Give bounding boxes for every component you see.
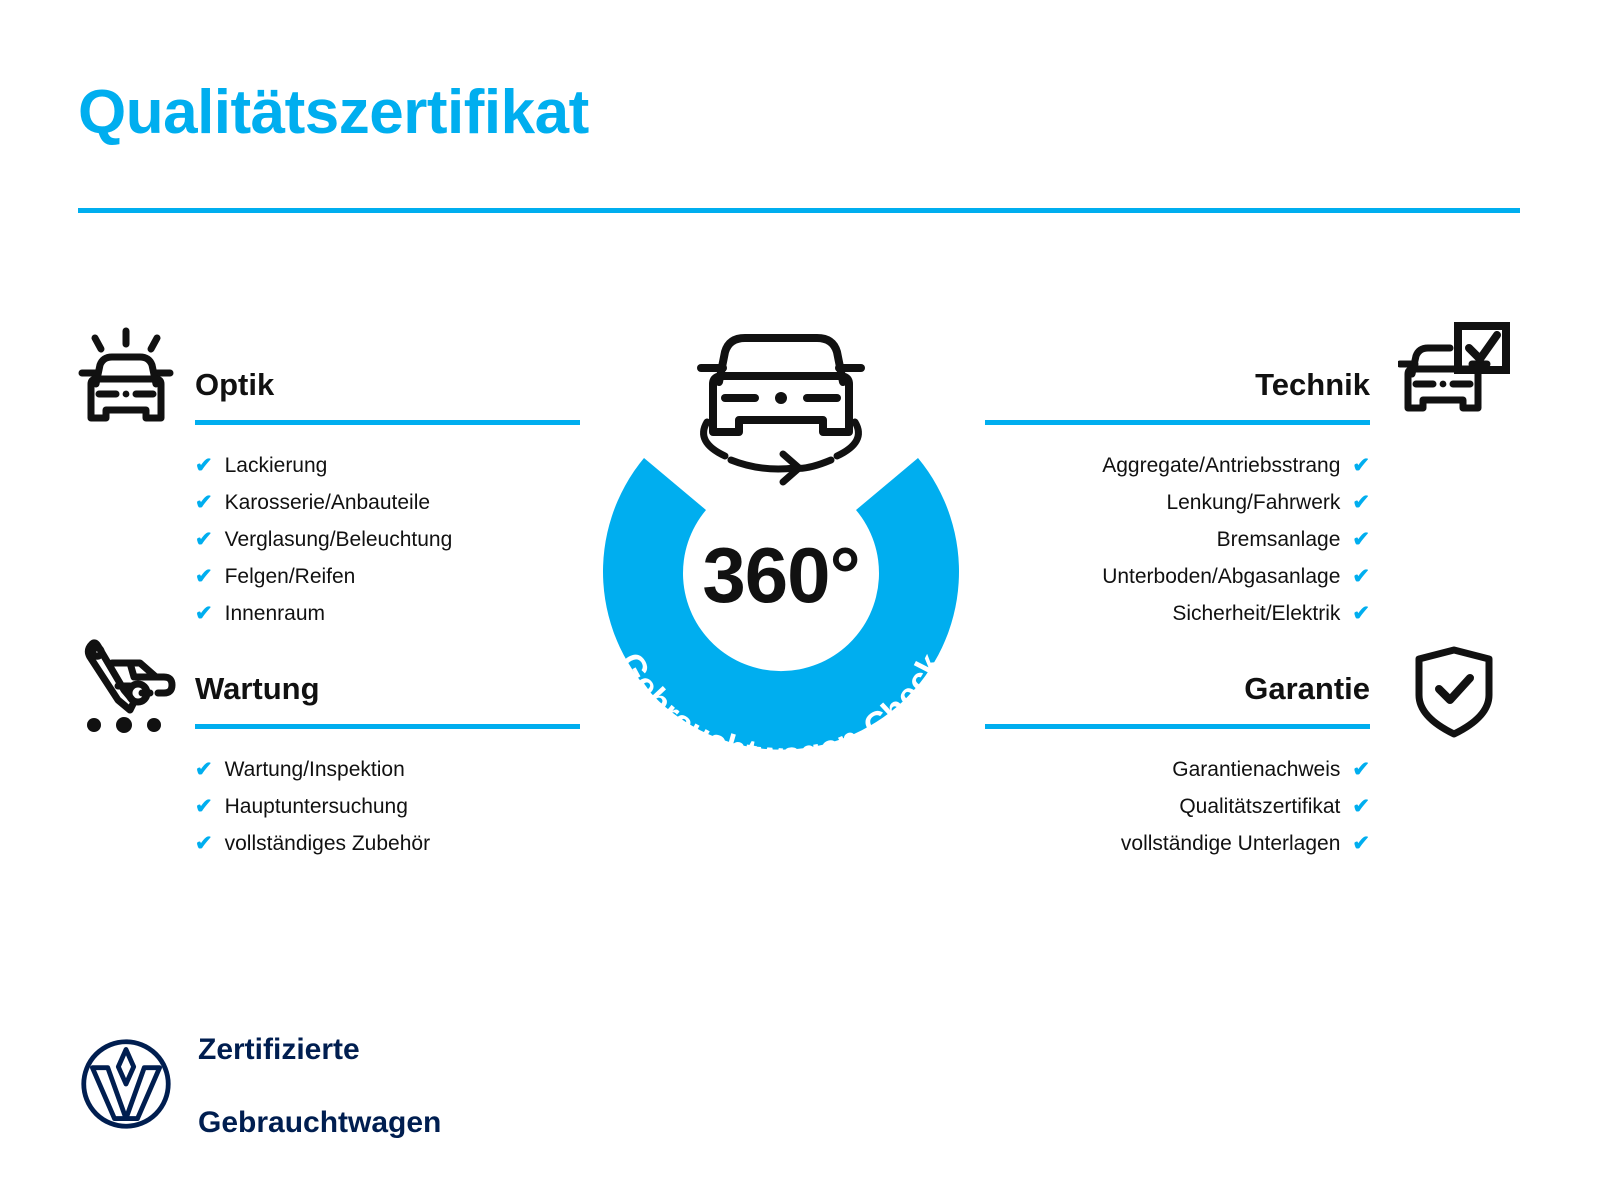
list-item: ✔ Lackierung — [195, 447, 580, 484]
list-item: Aggregate/Antriebsstrang ✔ — [985, 447, 1370, 484]
check-icon: ✔ — [1352, 491, 1370, 514]
footer-line-1: Zertifizierte — [198, 1032, 360, 1066]
list-item: ✔ Wartung/Inspektion — [195, 751, 580, 788]
list-item: Sicherheit/Elektrik ✔ — [985, 595, 1370, 632]
badge-ring — [603, 458, 959, 750]
list-item: ✔ Felgen/Reifen — [195, 558, 580, 595]
title-divider — [78, 208, 1520, 213]
list-item: Qualitätszertifikat ✔ — [985, 788, 1370, 825]
footer: Zertifizierte Gebrauchtwagen — [78, 995, 441, 1178]
list-item: ✔ Innenraum — [195, 595, 580, 632]
section-technik: Technik Aggregate/Antriebsstrang ✔ Lenkun… — [985, 363, 1370, 632]
check-icon: ✔ — [1352, 602, 1370, 625]
list-item-label: Lenkung/Fahrwerk — [1166, 491, 1341, 514]
section-divider — [195, 724, 580, 729]
check-icon: ✔ — [195, 565, 213, 588]
list-item: vollständige Unterlagen ✔ — [985, 825, 1370, 862]
list-item-label: Karosserie/Anbauteile — [224, 491, 431, 514]
list-item: Unterboden/Abgasanlage ✔ — [985, 558, 1370, 595]
section-header: Wartung — [195, 667, 580, 729]
list-item-label: Sicherheit/Elektrik — [1172, 602, 1341, 625]
section-title-garantie: Garantie — [1244, 671, 1370, 706]
car-front-checkbox-icon — [1396, 322, 1510, 427]
check-icon: ✔ — [195, 795, 213, 818]
section-title-technik: Technik — [1255, 367, 1370, 402]
shield-check-icon — [1412, 645, 1496, 744]
list-item-label: Unterboden/Abgasanlage — [1102, 565, 1341, 588]
checklist-garantie: Garantienachweis ✔ Qualitätszertifikat ✔ v… — [985, 751, 1370, 862]
section-header: Optik — [195, 363, 580, 425]
checklist-technik: Aggregate/Antriebsstrang ✔ Lenkung/Fahrwe… — [985, 447, 1370, 632]
list-item-label: Hauptuntersuchung — [224, 795, 408, 818]
check-icon: ✔ — [1352, 528, 1370, 551]
section-header: Technik — [985, 363, 1370, 425]
list-item: ✔ vollständiges Zubehör — [195, 825, 580, 862]
car-front-rotate-icon — [697, 334, 865, 486]
check-icon: ✔ — [1352, 565, 1370, 588]
list-item-label: vollständige Unterlagen — [1120, 832, 1341, 855]
section-header: Garantie — [985, 667, 1370, 729]
section-title-wartung: Wartung — [195, 671, 320, 706]
check-icon: ✔ — [195, 528, 213, 551]
check-icon: ✔ — [195, 602, 213, 625]
check-icon: ✔ — [1352, 832, 1370, 855]
check-icon: ✔ — [195, 491, 213, 514]
list-item-label: Lackierung — [224, 454, 328, 477]
footer-line-2: Gebrauchtwagen — [198, 1105, 442, 1139]
list-item-label: Garantienachweis — [1172, 758, 1341, 781]
list-item-label: Qualitätszertifikat — [1179, 795, 1341, 818]
checklist-wartung: ✔ Wartung/Inspektion ✔ Hauptuntersuchung ✔… — [195, 751, 580, 862]
list-item: ✔ Karosserie/Anbauteile — [195, 484, 580, 521]
page-title: Qualitätszertifikat — [78, 78, 589, 147]
section-divider — [195, 420, 580, 425]
list-item-label: Bremsanlage — [1216, 528, 1341, 551]
car-front-shine-icon — [72, 322, 180, 437]
list-item-label: vollständiges Zubehör — [224, 832, 431, 855]
section-garantie: Garantie Garantienachweis ✔ Qualitätszert… — [985, 667, 1370, 862]
section-wartung: Wartung ✔ Wartung/Inspektion ✔ Hauptunters… — [195, 667, 580, 862]
list-item: Lenkung/Fahrwerk ✔ — [985, 484, 1370, 521]
list-item: ✔ Hauptuntersuchung — [195, 788, 580, 825]
vw-logo — [78, 1036, 174, 1137]
list-item-label: Innenraum — [224, 602, 326, 625]
check-icon: ✔ — [195, 758, 213, 781]
section-divider — [985, 724, 1370, 729]
check-icon: ✔ — [1352, 758, 1370, 781]
check-icon: ✔ — [195, 454, 213, 477]
list-item: Bremsanlage ✔ — [985, 521, 1370, 558]
section-title-optik: Optik — [195, 367, 275, 402]
list-item-label: Felgen/Reifen — [224, 565, 356, 588]
section-divider — [985, 420, 1370, 425]
list-item-label: Verglasung/Beleuchtung — [224, 528, 453, 551]
checklist-optik: ✔ Lackierung ✔ Karosserie/Anbauteile ✔ Verg… — [195, 447, 580, 632]
check-icon: ✔ — [1352, 795, 1370, 818]
check-icon: ✔ — [1352, 454, 1370, 477]
section-optik: Optik ✔ Lackierung ✔ Karosserie/Anbauteile… — [195, 363, 580, 632]
badge-360-gebrauchtwagen-check: Gebrauchtwagen-Check — [556, 300, 1006, 775]
list-item: ✔ Verglasung/Beleuchtung — [195, 521, 580, 558]
check-icon: ✔ — [195, 832, 213, 855]
list-item-label: Wartung/Inspektion — [224, 758, 405, 781]
car-service-wrench-icon — [72, 630, 182, 741]
list-item: Garantienachweis ✔ — [985, 751, 1370, 788]
footer-text: Zertifizierte Gebrauchtwagen — [198, 995, 441, 1178]
list-item-label: Aggregate/Antriebsstrang — [1102, 454, 1341, 477]
